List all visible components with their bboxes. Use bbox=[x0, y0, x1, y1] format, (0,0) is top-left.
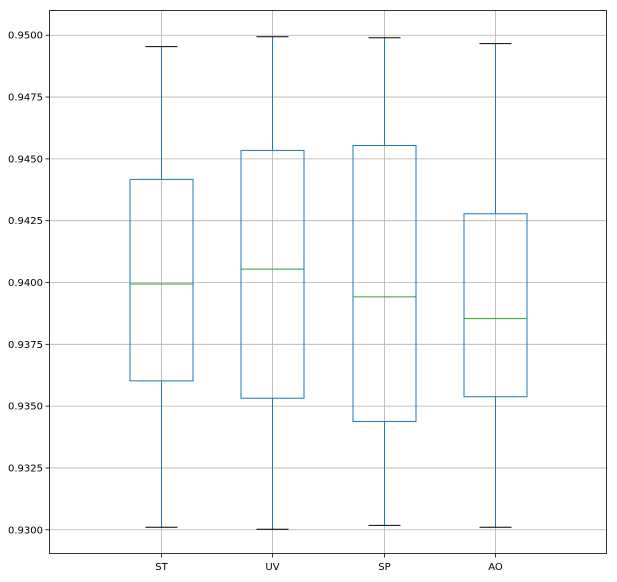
axis-layer: 0.9300 0.9325 0.9350 0.9375 0.9400 0.9425 0.94… bbox=[8, 10, 607, 573]
x-tick-label: AO bbox=[488, 562, 503, 573]
y-tick-label: 0.9500 bbox=[8, 31, 43, 42]
y-tick-label: 0.9300 bbox=[8, 525, 43, 536]
x-tick-label: UV bbox=[265, 562, 279, 573]
box-group-st bbox=[129, 46, 194, 528]
iqr-box bbox=[463, 213, 528, 398]
box-layer bbox=[129, 36, 528, 530]
x-tick-label: ST bbox=[155, 562, 168, 573]
y-tick-label: 0.9450 bbox=[8, 154, 43, 165]
plot-frame bbox=[49, 10, 607, 554]
y-tick-label: 0.9425 bbox=[8, 216, 43, 227]
box-group-ao bbox=[463, 43, 528, 528]
y-tick-label: 0.9325 bbox=[8, 463, 43, 474]
y-tick-label: 0.9475 bbox=[8, 93, 43, 104]
box-group-uv bbox=[240, 36, 305, 530]
iqr-box bbox=[240, 149, 305, 399]
box-group-sp bbox=[352, 37, 417, 526]
iqr-box bbox=[352, 145, 417, 422]
iqr-box bbox=[129, 178, 194, 382]
grid-layer bbox=[49, 10, 607, 554]
y-tick-label: 0.9350 bbox=[8, 402, 43, 413]
y-tick-label: 0.9375 bbox=[8, 340, 43, 351]
y-tick-label: 0.9400 bbox=[8, 278, 43, 289]
x-tick-label: SP bbox=[378, 562, 390, 573]
